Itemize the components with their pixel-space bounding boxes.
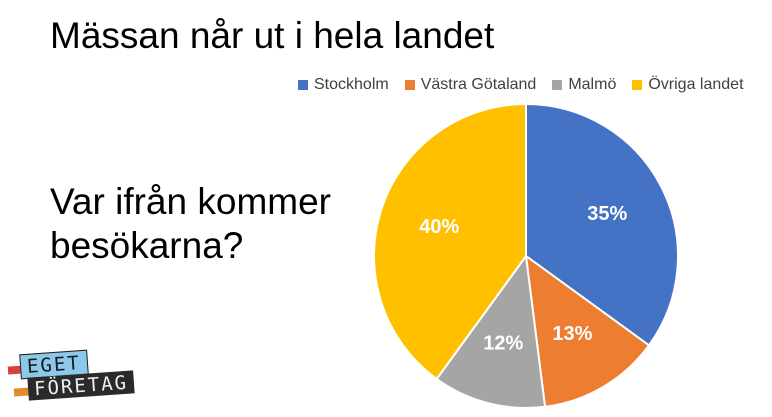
legend-swatch xyxy=(404,80,415,90)
pie-slice-malm- xyxy=(435,253,547,409)
pie-data-label: 13% xyxy=(552,323,592,345)
pie-data-label: 35% xyxy=(587,203,627,225)
legend-item-ovriga-landet: Övriga landet xyxy=(632,76,744,94)
legend-item-malmo: Malmö xyxy=(552,76,616,94)
legend-swatch xyxy=(298,80,308,90)
legend-item-stockholm: Stockholm xyxy=(298,76,389,94)
eget-foretag-logo: EGET FÖRETAG xyxy=(6,349,146,408)
slide-question: Var ifrån kommer besökarna? xyxy=(50,181,331,266)
slide-title: Mässan når ut i hela landet xyxy=(50,15,495,56)
pie-slice--vriga-landet xyxy=(373,102,527,381)
pie-slice-v-stra-g-taland xyxy=(524,253,651,408)
pie-slice-stockholm xyxy=(525,102,679,347)
legend-swatch xyxy=(632,80,643,90)
legend-swatch xyxy=(552,80,563,90)
chart-legend: Stockholm Västra Götaland Malmö Övriga l… xyxy=(298,76,744,94)
legend-label: Övriga landet xyxy=(648,76,744,93)
legend-label: Malmö xyxy=(568,76,617,93)
legend-label: Västra Götaland xyxy=(420,76,537,93)
legend-label: Stockholm xyxy=(314,76,389,93)
pie-data-label: 12% xyxy=(483,333,523,355)
legend-item-vastra-gotaland: Västra Götaland xyxy=(404,76,537,94)
pie-data-label: 40% xyxy=(419,216,459,238)
